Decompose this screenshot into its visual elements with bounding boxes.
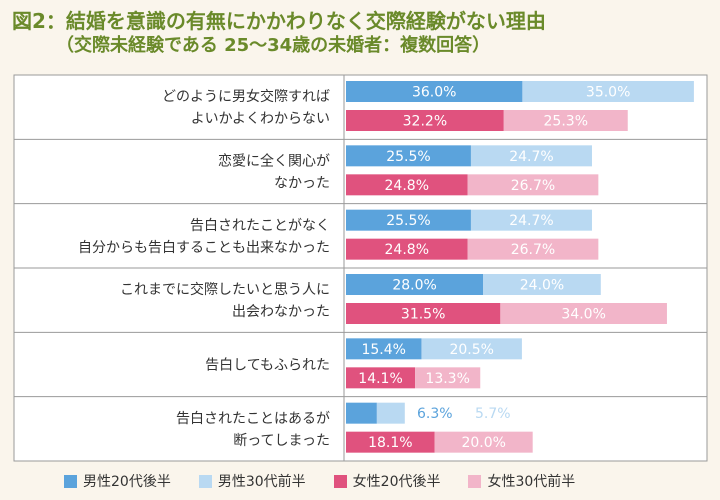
category-label: 断ってしまった — [233, 433, 330, 449]
bar-male20 — [346, 145, 471, 167]
bar-male30 — [421, 338, 522, 360]
bar-male20 — [346, 274, 484, 295]
bar-female30 — [467, 174, 599, 196]
chart-subtitle: （交際未経験である 25〜34歳の未婚者：複数回答） — [56, 35, 491, 56]
value-label-female20: 24.8% — [385, 178, 429, 194]
bar-female30 — [500, 303, 667, 324]
legend-label-male30: 男性30代前半 — [217, 474, 306, 490]
category-label: これまでに交際したいと思う人に — [120, 281, 330, 298]
value-label-male20: 28.0% — [392, 278, 436, 294]
value-label-male20: 6.3% — [417, 406, 453, 422]
legend-label-female30: 女性30代前半 — [487, 474, 576, 490]
value-label-female20: 18.1% — [368, 435, 412, 451]
bar-female20 — [346, 431, 435, 453]
legend-item-female30: 女性30代前半 — [468, 471, 575, 491]
legend-item-female20: 女性20代後半 — [333, 471, 441, 491]
value-label-male30: 24.7% — [509, 149, 553, 165]
category-label: 出会わなかった — [232, 304, 330, 320]
bar-female30 — [434, 431, 533, 453]
value-label-male20: 25.5% — [386, 213, 430, 229]
bar-female20 — [346, 174, 468, 196]
bar-male30 — [470, 209, 592, 231]
bar-male20 — [346, 402, 377, 424]
value-label-male30: 20.5% — [449, 342, 493, 358]
category-label: なかった — [274, 176, 330, 192]
legend-swatch-female30 — [468, 474, 482, 488]
chart-title-block: 図2：結婚を意識の有無にかかわりなく交際経験がない理由 （交際未経験である 25… — [12, 8, 546, 58]
value-label-female30: 26.7% — [511, 242, 555, 258]
legend-swatch-male20 — [64, 474, 77, 488]
category-label: 告白されたことがなく — [190, 218, 330, 234]
value-label-male20: 15.4% — [361, 342, 405, 358]
category-label: どのように男女交際すれば — [162, 88, 330, 105]
legend-item-male30: 男性30代前半 — [198, 471, 306, 491]
value-label-female20: 14.1% — [358, 371, 402, 387]
value-label-male30: 24.0% — [520, 278, 564, 294]
value-label-male30: 35.0% — [586, 85, 630, 101]
value-label-female20: 31.5% — [401, 307, 445, 323]
value-label-female30: 20.0% — [461, 435, 505, 451]
value-label-female30: 13.3% — [425, 371, 469, 387]
bar-female20 — [346, 238, 468, 260]
legend-label-male20: 男性20代後半 — [83, 474, 171, 490]
category-label: よいかよくわからない — [191, 111, 330, 127]
legend-item-male20: 男性20代後半 — [64, 471, 171, 491]
bar-female30 — [415, 367, 481, 389]
category-label: 自分からも告白することも出来なかった — [78, 240, 330, 256]
category-label: 恋愛に全く関心が — [218, 153, 330, 170]
value-label-male30: 24.7% — [509, 213, 553, 229]
bar-female30 — [503, 110, 628, 131]
bar-male30 — [470, 145, 592, 167]
category-label: 告白してもふられた — [205, 358, 330, 374]
value-label-female20: 24.8% — [385, 242, 429, 258]
value-label-female30: 26.7% — [511, 178, 555, 194]
legend-swatch-male30 — [198, 474, 212, 488]
value-label-male20: 36.0% — [412, 85, 456, 101]
bar-female20 — [346, 367, 416, 389]
bar-female20 — [346, 303, 501, 324]
legend-label-female20: 女性20代後半 — [352, 474, 441, 490]
value-label-female20: 32.2% — [403, 114, 447, 130]
value-label-male30: 5.7% — [475, 406, 511, 422]
bar-male20 — [346, 81, 523, 102]
chart-title: 図2：結婚を意識の有無にかかわりなく交際経験がない理由 — [12, 9, 546, 33]
value-label-female30: 25.3% — [544, 114, 588, 130]
legend: 男性20代後半 男性30代前半 女性20代後半 女性30代前半 — [64, 471, 575, 491]
bar-male30 — [483, 274, 601, 295]
bar-male20 — [346, 338, 422, 360]
bar-female20 — [346, 110, 504, 131]
bar-male30 — [376, 402, 405, 424]
bar-male20 — [346, 209, 471, 231]
bar-female30 — [467, 238, 599, 260]
bar-male30 — [522, 81, 694, 102]
category-label: 告白されたことはあるが — [176, 411, 330, 427]
value-label-female30: 34.0% — [561, 307, 605, 323]
value-label-male20: 25.5% — [386, 149, 430, 165]
legend-swatch-female20 — [333, 474, 347, 488]
